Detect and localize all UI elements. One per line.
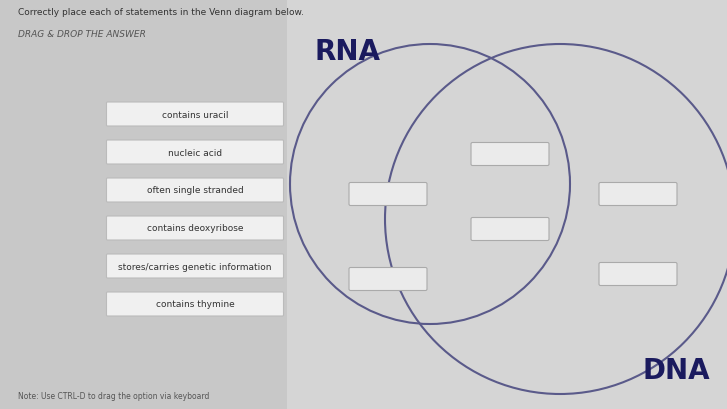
FancyBboxPatch shape: [349, 268, 427, 291]
FancyBboxPatch shape: [471, 143, 549, 166]
FancyBboxPatch shape: [106, 254, 284, 278]
Text: stores/carries genetic information: stores/carries genetic information: [119, 262, 272, 271]
FancyBboxPatch shape: [349, 183, 427, 206]
FancyBboxPatch shape: [106, 292, 284, 316]
FancyBboxPatch shape: [471, 218, 549, 241]
FancyBboxPatch shape: [106, 216, 284, 240]
Text: often single stranded: often single stranded: [147, 186, 244, 195]
Text: DNA: DNA: [643, 356, 710, 384]
Text: DRAG & DROP THE ANSWER: DRAG & DROP THE ANSWER: [18, 30, 146, 39]
FancyBboxPatch shape: [599, 183, 677, 206]
Bar: [287, 0, 727, 409]
Bar: [0, 0, 287, 409]
FancyBboxPatch shape: [106, 179, 284, 202]
FancyBboxPatch shape: [106, 103, 284, 127]
Text: Correctly place each of statements in the Venn diagram below.: Correctly place each of statements in th…: [18, 8, 304, 17]
Text: contains uracil: contains uracil: [161, 110, 228, 119]
Text: nucleic acid: nucleic acid: [168, 148, 222, 157]
Text: Note: Use CTRL-D to drag the option via keyboard: Note: Use CTRL-D to drag the option via …: [18, 391, 209, 400]
Text: contains deoxyribose: contains deoxyribose: [147, 224, 244, 233]
Text: RNA: RNA: [315, 38, 381, 66]
FancyBboxPatch shape: [599, 263, 677, 286]
Text: contains thymine: contains thymine: [156, 300, 234, 309]
FancyBboxPatch shape: [106, 141, 284, 164]
